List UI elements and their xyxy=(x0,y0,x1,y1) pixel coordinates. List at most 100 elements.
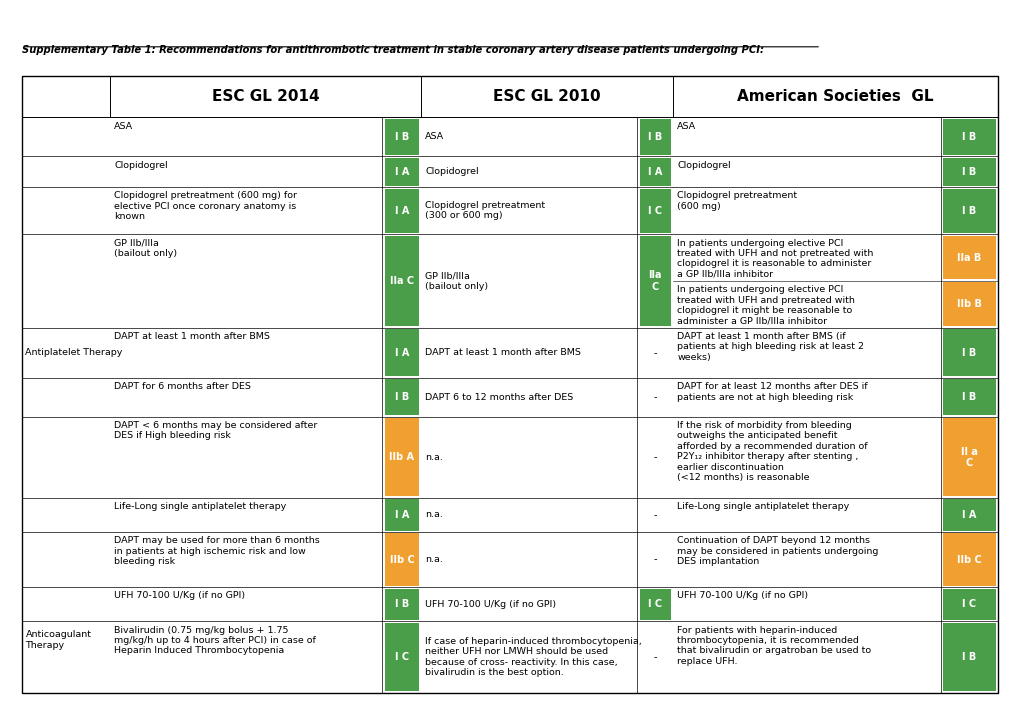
Text: Clopidogrel: Clopidogrel xyxy=(114,161,168,170)
Text: DAPT for 6 months after DES: DAPT for 6 months after DES xyxy=(114,382,251,391)
Bar xyxy=(639,235,671,326)
Text: ASA: ASA xyxy=(677,122,696,131)
Text: ASA: ASA xyxy=(114,122,133,131)
Text: I C: I C xyxy=(648,599,661,609)
Text: I B: I B xyxy=(962,348,975,358)
Text: -: - xyxy=(653,652,656,662)
Bar xyxy=(384,418,419,497)
Bar xyxy=(639,189,671,233)
Bar xyxy=(943,282,995,326)
Bar xyxy=(943,119,995,155)
Text: I A: I A xyxy=(394,206,409,216)
Bar xyxy=(384,623,419,691)
Text: Continuation of DAPT beyond 12 months
may be considered in patients undergoing
D: Continuation of DAPT beyond 12 months ma… xyxy=(677,536,877,566)
Text: -: - xyxy=(653,348,656,358)
Text: GP IIb/IIIa
(bailout only): GP IIb/IIIa (bailout only) xyxy=(114,238,177,258)
Bar xyxy=(943,379,995,415)
Bar xyxy=(943,500,995,531)
Text: Anticoagulant
Therapy: Anticoagulant Therapy xyxy=(25,630,92,649)
Text: I A: I A xyxy=(394,510,409,520)
Text: DAPT at least 1 month after BMS: DAPT at least 1 month after BMS xyxy=(114,332,270,341)
Bar xyxy=(384,119,419,155)
Text: If case of heparin-induced thrombocytopenia,
neither UFH nor LMWH should be used: If case of heparin-induced thrombocytope… xyxy=(425,636,642,677)
Text: I C: I C xyxy=(648,206,661,216)
Bar xyxy=(22,76,997,117)
Bar xyxy=(639,119,671,155)
Text: Clopidogrel: Clopidogrel xyxy=(677,161,731,170)
Text: In patients undergoing elective PCI
treated with UFH and not pretreated with
clo: In patients undergoing elective PCI trea… xyxy=(677,238,873,279)
Bar xyxy=(943,623,995,691)
Text: I B: I B xyxy=(394,132,409,142)
Text: I B: I B xyxy=(962,167,975,176)
Bar xyxy=(943,329,995,377)
Text: Bivalirudin (0.75 mg/kg bolus + 1.75
mg/kg/h up to 4 hours after PCI) in case of: Bivalirudin (0.75 mg/kg bolus + 1.75 mg/… xyxy=(114,626,316,655)
Text: DAPT < 6 months may be considered after
DES if High bleeding risk: DAPT < 6 months may be considered after … xyxy=(114,421,317,441)
Text: IIb C: IIb C xyxy=(956,554,981,564)
Text: Clopidogrel: Clopidogrel xyxy=(425,167,479,176)
Bar xyxy=(943,189,995,233)
Text: GP IIb/IIIa
(bailout only): GP IIb/IIIa (bailout only) xyxy=(425,271,488,291)
Text: I B: I B xyxy=(648,132,661,142)
Text: Supplementary Table 1: Recommendations for antithrombotic treatment in stable co: Supplementary Table 1: Recommendations f… xyxy=(22,45,763,55)
Text: IIb B: IIb B xyxy=(956,300,981,309)
Text: DAPT may be used for more than 6 months
in patients at high ischemic risk and lo: DAPT may be used for more than 6 months … xyxy=(114,536,320,566)
Text: -: - xyxy=(653,510,656,520)
Text: DAPT at least 1 month after BMS: DAPT at least 1 month after BMS xyxy=(425,348,581,357)
Text: American Societies  GL: American Societies GL xyxy=(737,89,932,104)
Bar xyxy=(943,418,995,497)
Text: n.a.: n.a. xyxy=(425,555,443,564)
Text: For patients with heparin-induced
thrombocytopenia, it is recommended
that bival: For patients with heparin-induced thromb… xyxy=(677,626,870,666)
Text: -: - xyxy=(653,392,656,402)
Bar xyxy=(384,189,419,233)
Text: I B: I B xyxy=(394,392,409,402)
Text: DAPT at least 1 month after BMS (if
patients at high bleeding risk at least 2
we: DAPT at least 1 month after BMS (if pati… xyxy=(677,332,863,361)
Text: If the risk of morbidity from bleeding
outweighs the anticipated benefit
afforde: If the risk of morbidity from bleeding o… xyxy=(677,421,867,482)
Text: I A: I A xyxy=(394,348,409,358)
Text: I A: I A xyxy=(961,510,976,520)
Text: I B: I B xyxy=(962,652,975,662)
Text: I C: I C xyxy=(394,652,409,662)
Bar xyxy=(384,329,419,377)
Text: IIa
C: IIa C xyxy=(648,270,661,292)
Bar xyxy=(943,534,995,585)
Text: UFH 70-100 U/Kg (if no GPI): UFH 70-100 U/Kg (if no GPI) xyxy=(114,591,246,600)
Bar xyxy=(943,158,995,186)
Text: DAPT for at least 12 months after DES if
patients are not at high bleeding risk: DAPT for at least 12 months after DES if… xyxy=(677,382,867,402)
Text: ASA: ASA xyxy=(425,132,444,141)
Text: -: - xyxy=(653,452,656,462)
Bar xyxy=(384,158,419,186)
Text: Life-Long single antiplatelet therapy: Life-Long single antiplatelet therapy xyxy=(677,503,849,511)
Text: I A: I A xyxy=(647,167,662,176)
Bar xyxy=(943,235,995,279)
Text: I B: I B xyxy=(962,132,975,142)
Text: I B: I B xyxy=(962,392,975,402)
Bar xyxy=(639,588,671,620)
Text: In patients undergoing elective PCI
treated with UFH and pretreated with
clopido: In patients undergoing elective PCI trea… xyxy=(677,285,854,325)
Text: IIb C: IIb C xyxy=(389,554,414,564)
Bar xyxy=(384,588,419,620)
Text: Life-Long single antiplatelet therapy: Life-Long single antiplatelet therapy xyxy=(114,503,286,511)
Bar xyxy=(384,534,419,585)
Bar xyxy=(384,235,419,326)
Text: I A: I A xyxy=(394,167,409,176)
Text: ESC GL 2014: ESC GL 2014 xyxy=(212,89,319,104)
Text: n.a.: n.a. xyxy=(425,510,443,519)
Text: IIa B: IIa B xyxy=(957,253,980,263)
Text: Clopidogrel pretreatment
(600 mg): Clopidogrel pretreatment (600 mg) xyxy=(677,192,797,211)
Text: -: - xyxy=(653,554,656,564)
Text: DAPT 6 to 12 months after DES: DAPT 6 to 12 months after DES xyxy=(425,393,573,402)
Text: IIb A: IIb A xyxy=(389,452,414,462)
Text: UFH 70-100 U/Kg (if no GPI): UFH 70-100 U/Kg (if no GPI) xyxy=(677,591,808,600)
Bar xyxy=(639,158,671,186)
Bar xyxy=(943,588,995,620)
Text: Clopidogrel pretreatment
(300 or 600 mg): Clopidogrel pretreatment (300 or 600 mg) xyxy=(425,201,545,220)
Bar xyxy=(384,379,419,415)
Text: Clopidogrel pretreatment (600 mg) for
elective PCI once coronary anatomy is
know: Clopidogrel pretreatment (600 mg) for el… xyxy=(114,192,297,221)
Text: Antiplatelet Therapy: Antiplatelet Therapy xyxy=(25,348,122,356)
Text: II a
C: II a C xyxy=(960,446,977,468)
Text: I B: I B xyxy=(962,206,975,216)
Text: I C: I C xyxy=(962,599,975,609)
Bar xyxy=(384,500,419,531)
Text: n.a.: n.a. xyxy=(425,453,443,462)
Text: UFH 70-100 U/Kg (if no GPI): UFH 70-100 U/Kg (if no GPI) xyxy=(425,600,556,608)
